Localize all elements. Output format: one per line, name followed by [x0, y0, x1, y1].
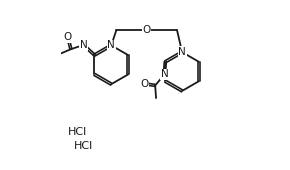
Text: N: N: [161, 70, 168, 79]
Text: O: O: [64, 32, 72, 42]
Text: N: N: [178, 47, 186, 57]
Text: N: N: [80, 40, 87, 50]
Text: N: N: [107, 40, 115, 50]
Text: HCl: HCl: [74, 141, 93, 151]
Text: O: O: [143, 25, 151, 35]
Text: HCl: HCl: [68, 127, 87, 137]
Text: O: O: [140, 79, 148, 89]
